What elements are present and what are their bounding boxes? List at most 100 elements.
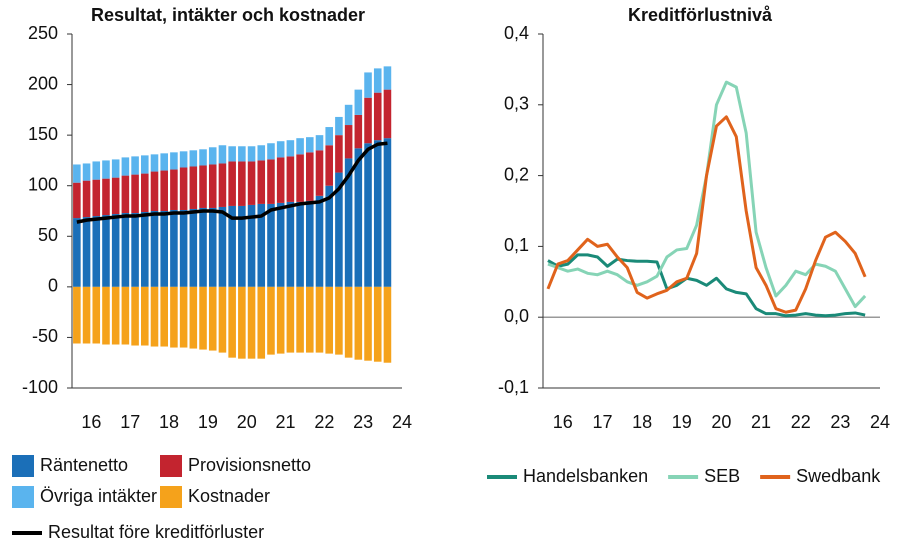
bar [82,163,91,181]
bar [199,165,207,208]
bar [102,160,110,179]
bar [189,208,198,287]
bar [170,169,178,210]
bar [199,286,207,350]
bar [179,167,188,210]
bar [364,72,372,98]
bar [238,286,246,359]
x-tick-label: 18 [159,412,179,432]
bar [160,211,168,287]
y-tick-label: 250 [28,23,58,43]
bar [238,205,246,287]
legend-label: Kostnader [188,486,270,506]
series-line [76,141,388,224]
bar [247,146,256,162]
bar [121,286,130,345]
x-tick-label: 19 [672,412,692,432]
bar [141,286,149,346]
bar [92,286,101,344]
bar [306,152,314,201]
bar [247,286,256,359]
bar [189,286,198,349]
y-tick-label: -100 [22,377,58,397]
x-tick-label: 24 [392,412,412,432]
bar [131,286,139,346]
bar [170,152,178,170]
bar [73,218,81,287]
chart-title: Kreditförlustnivå [628,5,773,25]
y-tick-label: 50 [38,225,58,245]
bar [150,286,159,347]
bar [170,209,178,287]
bar [257,286,266,359]
bar [102,178,110,216]
bar [354,286,363,360]
legend-label: Räntenetto [40,455,128,475]
bar [111,286,120,345]
x-tick-label: 23 [353,412,373,432]
bar [218,206,227,287]
x-tick-label: 20 [711,412,731,432]
bar [296,286,304,353]
bar [325,185,333,287]
bar [383,66,392,90]
legend-label: Resultat före kreditförluster [48,522,264,542]
bar [354,89,363,115]
bar [306,137,314,153]
bar [364,286,372,361]
bar [150,154,159,172]
bar [141,155,149,174]
bar [286,201,295,287]
bar [325,145,333,186]
y-tick-label: 200 [28,73,58,93]
x-tick-label: 16 [553,412,573,432]
bar [247,204,256,287]
bar [364,97,372,144]
bar [208,286,217,351]
bar [111,177,120,215]
bar [286,140,295,157]
bar [364,143,372,287]
bar [267,203,275,287]
bar [73,164,81,183]
bar [218,163,227,207]
bar [296,201,304,287]
legend-label: SEB [704,466,740,486]
y-tick-label: 0,0 [504,306,529,326]
legend-label: Handelsbanken [523,466,648,486]
bar [383,286,392,363]
bar [286,156,295,202]
chart-title: Resultat, intäkter och kostnader [91,5,365,25]
y-tick-label: 0,4 [504,23,529,43]
x-tick-label: 17 [120,412,140,432]
bar [141,173,149,213]
bar [82,286,91,344]
bar [267,286,275,355]
bar [373,92,382,141]
bar [131,174,139,214]
bar [335,116,343,136]
bar [373,140,382,287]
bar [208,147,217,165]
bar [111,214,120,287]
bar [102,286,110,345]
bar [189,150,198,167]
x-tick-label: 17 [592,412,612,432]
bar [286,286,295,353]
bar [82,217,91,287]
bar [373,286,382,362]
bar [73,286,81,344]
bar [121,213,130,287]
x-tick-label: 21 [276,412,296,432]
bar [218,145,227,164]
bar [344,286,353,358]
x-tick-label: 21 [751,412,771,432]
bar [325,127,333,146]
y-tick-label: -50 [32,326,58,346]
bar [267,143,275,160]
bar [238,161,246,206]
legend-swatch [160,486,182,508]
bar [315,286,324,353]
bar [344,104,353,126]
